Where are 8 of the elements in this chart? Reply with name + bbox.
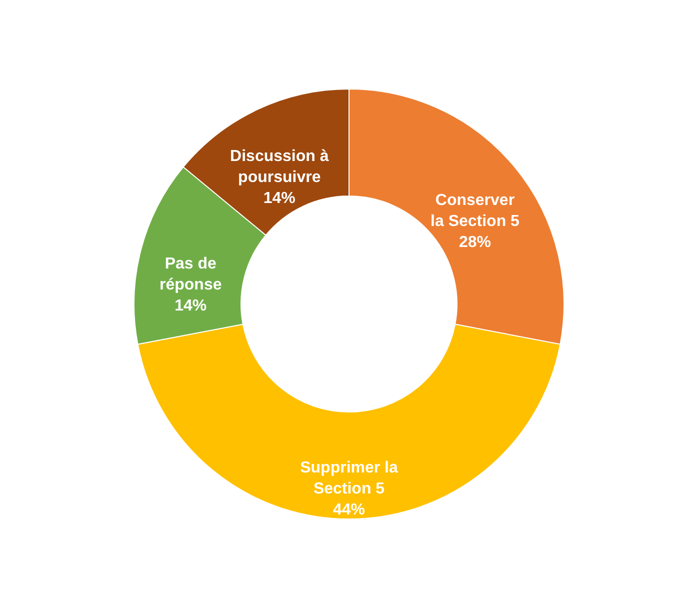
slice-label: Conserver la Section 5 <box>430 192 520 230</box>
data-label: 28% <box>458 234 491 251</box>
slice-label: Pas de réponse <box>160 255 222 294</box>
slice-label: Supprimer la Section 5 <box>300 460 398 498</box>
slice-label: Discussion à poursuivre <box>230 148 329 186</box>
data-label: 14% <box>263 190 296 208</box>
data-label: 44% <box>332 502 366 518</box>
data-label: 14% <box>174 297 207 314</box>
